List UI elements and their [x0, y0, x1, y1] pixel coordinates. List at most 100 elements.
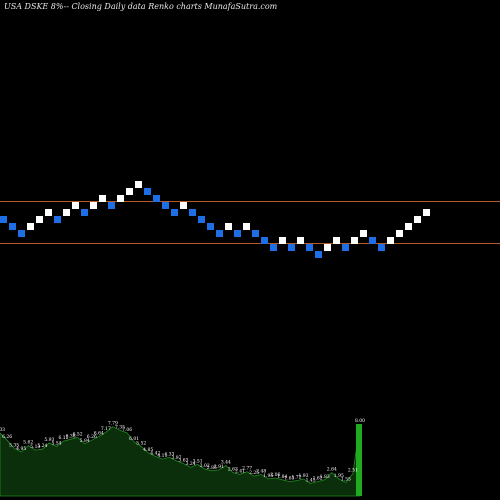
volume-value-label: 2.91	[214, 464, 224, 470]
renko-brick	[162, 202, 169, 209]
renko-brick	[270, 244, 277, 251]
renko-brick	[396, 230, 403, 237]
renko-brick	[36, 216, 43, 223]
renko-brick	[99, 195, 106, 202]
volume-value-label: 1.93	[298, 473, 308, 479]
renko-brick	[306, 244, 313, 251]
renko-brick	[216, 230, 223, 237]
renko-brick	[297, 237, 304, 244]
volume-value-label: 5.13	[30, 444, 40, 450]
renko-brick	[135, 181, 142, 188]
volume-value-label: 2.06	[270, 472, 280, 478]
renko-brick	[243, 223, 250, 230]
volume-value-label: 4.85	[143, 447, 153, 453]
renko-brick	[45, 209, 52, 216]
renko-bricks	[0, 181, 430, 258]
volume-value-label: 7.35	[115, 424, 125, 430]
volume-value-label: 1.45	[306, 477, 316, 483]
volume-value-label: 3.02	[200, 463, 210, 469]
volume-value-label: 3.51	[193, 459, 203, 465]
volume-area	[0, 423, 361, 497]
renko-brick	[378, 244, 385, 251]
renko-brick	[108, 202, 115, 209]
volume-value-label: 8.00	[355, 418, 365, 424]
renko-brick	[126, 188, 133, 195]
chart-title: USA DSKE 8%-- Closing Daily data Renko c…	[4, 2, 278, 11]
volume-value-label: 1.62	[313, 476, 323, 482]
volume-value-label: 3.24	[186, 461, 196, 467]
volume-value-label: 1.95	[263, 473, 273, 479]
volume-value-label: 3.63	[178, 458, 188, 464]
renko-brick	[189, 209, 196, 216]
volume-value-label: 5.93	[44, 437, 54, 443]
renko-brick	[90, 202, 97, 209]
renko-brick	[207, 223, 214, 230]
renko-brick	[18, 230, 25, 237]
renko-brick	[72, 202, 79, 209]
renko-brick	[180, 202, 187, 209]
volume-value-label: 6.38	[66, 433, 76, 439]
volume-value-label: 6.26	[87, 434, 97, 440]
renko-brick	[333, 237, 340, 244]
volume-value-label: 1.72	[291, 475, 301, 481]
renko-brick	[153, 195, 160, 202]
volume-last-bar	[356, 424, 362, 496]
volume-value-label: 5.35	[9, 442, 19, 448]
volume-value-label: 5.24	[37, 443, 47, 449]
volume-panel: 7.036.265.354.955.625.135.245.935.546.12…	[0, 418, 365, 497]
volume-value-label: 1.63	[284, 476, 294, 482]
volume-value-label: 5.62	[23, 440, 33, 446]
renko-brick	[360, 230, 367, 237]
volume-value-label: 1.55	[341, 477, 351, 483]
volume-value-label: 1.95	[334, 473, 344, 479]
renko-brick	[369, 237, 376, 244]
renko-brick	[144, 188, 151, 195]
renko-brick	[423, 209, 430, 216]
renko-brick	[225, 223, 232, 230]
renko-brick	[27, 223, 34, 230]
renko-brick	[414, 216, 421, 223]
renko-brick	[198, 216, 205, 223]
renko-brick	[63, 209, 70, 216]
volume-value-label: 2.85	[207, 465, 217, 471]
renko-brick	[315, 251, 322, 258]
volume-value-label: 6.01	[129, 436, 139, 442]
renko-brick	[261, 237, 268, 244]
volume-value-label: 2.41	[235, 468, 245, 474]
volume-value-label: 3.97	[171, 455, 181, 461]
volume-value-label: 4.95	[16, 446, 26, 452]
renko-brick	[54, 216, 61, 223]
volume-value-label: 2.51	[348, 468, 358, 474]
volume-value-label: 3.44	[221, 459, 231, 465]
volume-value-label: 7.79	[108, 421, 118, 427]
volume-value-label: 5.54	[51, 441, 61, 447]
volume-value-label: 2.64	[327, 467, 337, 473]
renko-brick	[279, 237, 286, 244]
volume-value-label: 1.84	[277, 474, 287, 480]
volume-value-label: 4.11	[157, 453, 167, 459]
volume-value-label: 7.06	[122, 427, 132, 433]
volume-value-label: 7.03	[0, 427, 5, 433]
volume-value-label: 5.84	[80, 438, 90, 444]
renko-brick	[288, 244, 295, 251]
volume-value-label: 5.52	[136, 441, 146, 447]
renko-brick	[252, 230, 259, 237]
renko-brick	[342, 244, 349, 251]
renko-brick	[351, 237, 358, 244]
volume-value-label: 2.77	[242, 466, 252, 472]
volume-value-label: 1.83	[320, 474, 330, 480]
renko-brick	[234, 230, 241, 237]
renko-brick	[387, 237, 394, 244]
volume-value-label: 6.52	[73, 432, 83, 438]
volume-value-label: 7.17	[101, 426, 111, 432]
volume-value-label: 6.12	[58, 435, 68, 441]
reference-lines	[0, 201, 500, 244]
volume-value-label: 6.26	[2, 434, 12, 440]
renko-brick	[117, 195, 124, 202]
renko-brick	[0, 216, 7, 223]
volume-value-label: 6.64	[94, 431, 104, 437]
renko-brick	[171, 209, 178, 216]
volume-value-label: 2.63	[228, 467, 238, 473]
